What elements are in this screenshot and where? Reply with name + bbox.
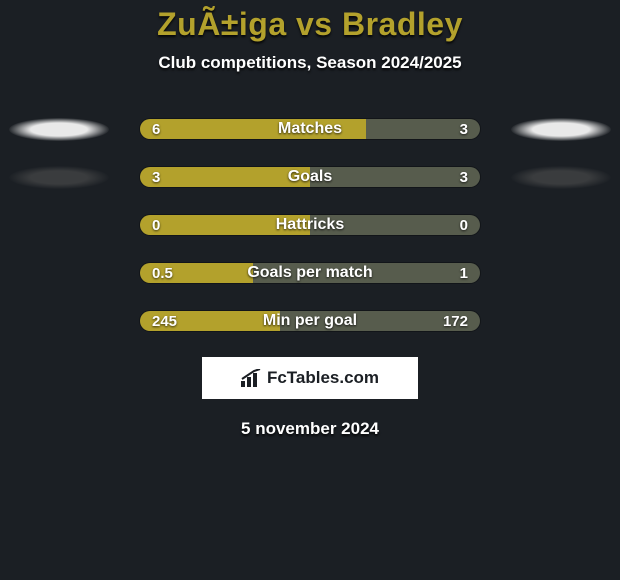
logo-text: FcTables.com [267, 368, 379, 388]
stat-bar-right: 3 [310, 167, 480, 187]
stat-row: 63Matches [0, 117, 620, 141]
stats-rows: 63Matches33Goals00Hattricks0.51Goals per… [0, 117, 620, 333]
stat-value-right: 3 [460, 121, 468, 138]
stat-bar-right: 172 [280, 311, 480, 331]
stat-bar-left: 0 [140, 215, 310, 235]
player-shadow-right [511, 166, 611, 189]
stat-bar-right: 0 [310, 215, 480, 235]
stat-bar-right: 3 [366, 119, 480, 139]
stat-row: 0.51Goals per match [0, 261, 620, 285]
player-shadow-left [9, 166, 109, 189]
stat-bar: 00Hattricks [139, 214, 481, 236]
stat-value-left: 0.5 [152, 265, 173, 282]
stat-bar-right: 1 [253, 263, 480, 283]
comparison-card: ZuÃ±iga vs Bradley Club competitions, Se… [0, 0, 620, 439]
stat-row: 33Goals [0, 165, 620, 189]
stat-bar-left: 0.5 [140, 263, 253, 283]
date-label: 5 november 2024 [0, 419, 620, 439]
stat-value-right: 3 [460, 169, 468, 186]
stat-value-right: 1 [460, 265, 468, 282]
stat-value-right: 172 [443, 313, 468, 330]
stat-value-left: 245 [152, 313, 177, 330]
stat-bar-left: 3 [140, 167, 310, 187]
stat-value-left: 0 [152, 217, 160, 234]
stat-bar: 0.51Goals per match [139, 262, 481, 284]
stat-row: 245172Min per goal [0, 309, 620, 333]
stat-bar-left: 6 [140, 119, 366, 139]
stat-value-left: 3 [152, 169, 160, 186]
player-shadow-left [9, 118, 109, 141]
source-logo: FcTables.com [202, 357, 418, 399]
stat-row: 00Hattricks [0, 213, 620, 237]
stat-bar: 33Goals [139, 166, 481, 188]
page-subtitle: Club competitions, Season 2024/2025 [0, 53, 620, 73]
chart-icon [241, 369, 263, 387]
stat-value-right: 0 [460, 217, 468, 234]
stat-bar: 245172Min per goal [139, 310, 481, 332]
stat-value-left: 6 [152, 121, 160, 138]
player-shadow-right [511, 118, 611, 141]
stat-bar-left: 245 [140, 311, 280, 331]
page-title: ZuÃ±iga vs Bradley [0, 6, 620, 43]
stat-bar: 63Matches [139, 118, 481, 140]
